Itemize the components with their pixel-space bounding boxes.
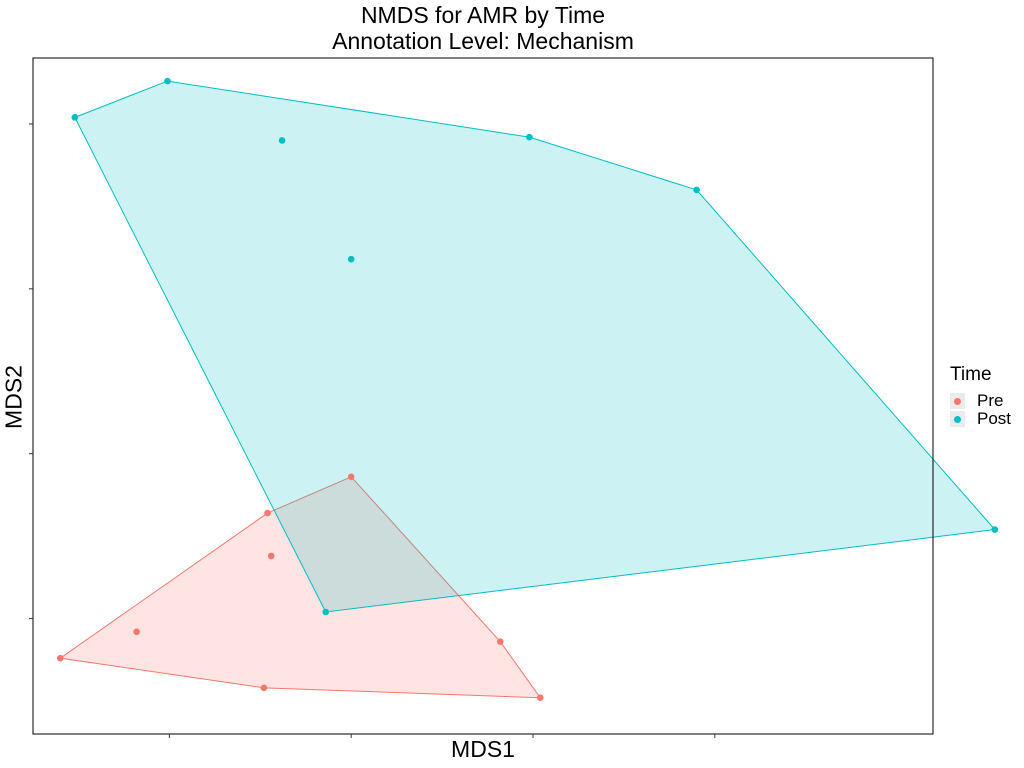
point-post-6: [526, 133, 533, 141]
point-pre-1: [56, 654, 64, 662]
point-pre-5: [267, 552, 275, 560]
point-post-1: [71, 114, 79, 121]
y-axis-label: MDS2: [0, 365, 27, 429]
chart-title-line2: Annotation Level: Mechanism: [332, 28, 634, 54]
points-layer: [56, 77, 999, 702]
axis-ticks: [29, 123, 716, 738]
point-pre-4: [264, 509, 271, 517]
point-pre-3: [260, 684, 268, 692]
legend-label-post: Post: [977, 409, 1012, 428]
point-post-2: [164, 77, 171, 85]
legend-dot-pre: [954, 398, 961, 405]
hull-layer: [58, 80, 996, 699]
chart-title-line1: NMDS for AMR by Time: [360, 2, 606, 28]
point-pre-6: [347, 473, 355, 481]
point-pre-7: [496, 638, 504, 645]
hull-post: [74, 80, 996, 613]
legend-title: Time: [950, 364, 992, 385]
point-post-5: [322, 608, 330, 616]
point-pre-2: [133, 628, 140, 636]
legend-key-pre: [950, 393, 965, 409]
point-post-8: [991, 526, 999, 533]
point-post-4: [347, 255, 355, 263]
legend: Time Pre Post: [950, 364, 1011, 428]
legend-dot-post: [954, 416, 961, 423]
legend-label-pre: Pre: [977, 391, 1004, 410]
x-axis-label: MDS1: [451, 736, 515, 762]
point-post-7: [693, 186, 700, 194]
legend-key-post: [950, 411, 965, 427]
legend-item-post: Post: [950, 409, 1012, 428]
point-pre-8: [536, 694, 544, 702]
legend-item-pre: Pre: [950, 391, 1011, 410]
point-post-3: [278, 137, 286, 144]
plot-panel-border: [32, 57, 934, 735]
